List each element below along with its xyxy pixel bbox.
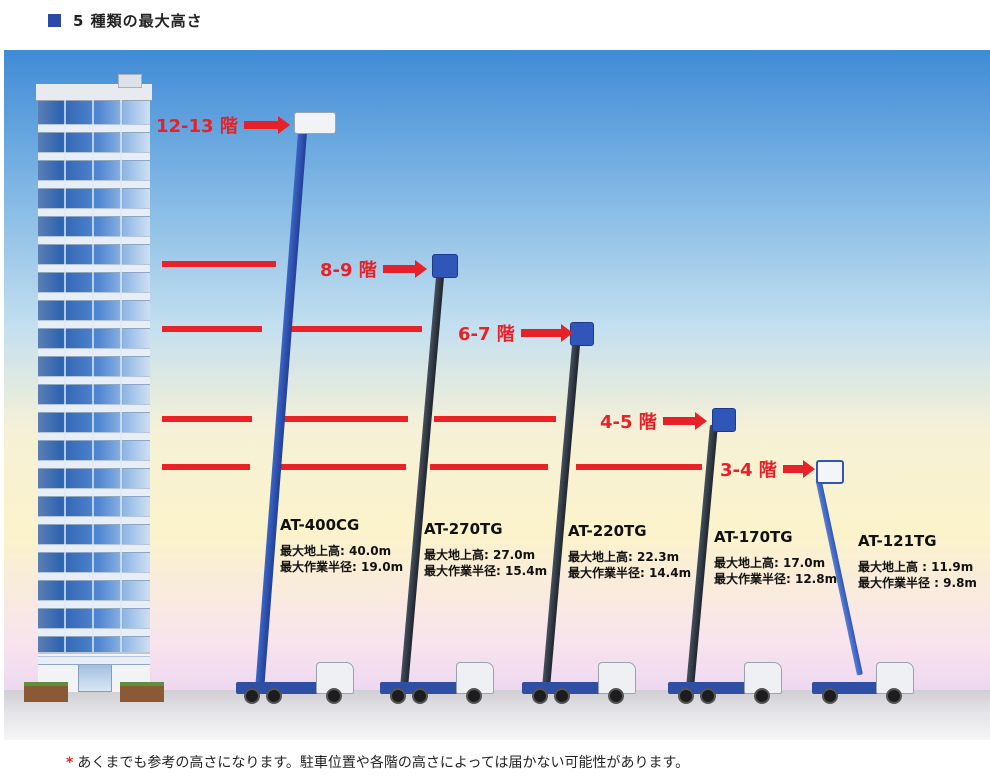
height-comparison-illustration: 12-13 階 8-9 階 6-7 階 4-5 階 3-4 階 AT-400CG… (4, 50, 990, 740)
floor-line-4-5-b (280, 416, 408, 422)
basket-at-121tg (816, 460, 844, 484)
arrow-right-icon (662, 412, 707, 430)
arrow-right-icon (243, 116, 290, 134)
floor-label-8-9: 8-9 階 (320, 256, 427, 282)
building-floor-band (38, 656, 150, 665)
max-height: 最大地上高: 17.0m (714, 556, 826, 570)
building-floor-band (38, 180, 150, 189)
building-rooftop-structure (118, 74, 142, 88)
section-header: 5 種類の最大高さ (48, 10, 203, 30)
building-floor-band (38, 292, 150, 301)
model-name: AT-270TG (424, 520, 503, 538)
floor-label-12-13: 12-13 階 (156, 112, 290, 138)
building-floor-band (38, 348, 150, 357)
truck-at-220tg (522, 658, 636, 704)
section-title: 5 種類の最大高さ (73, 11, 203, 30)
max-radius: 最大作業半径: 12.8m (714, 572, 838, 586)
max-height: 最大地上高: 27.0m (424, 548, 536, 562)
building-floor-band (38, 152, 150, 161)
arrow-right-icon (782, 460, 815, 478)
footnote-text: あくまでも参考の高さになります。駐車位置や各階の高さによっては届かない可能性があ… (77, 755, 690, 771)
footnote: * あくまでも参考の高さになります。駐車位置や各階の高さによっては届かない可能性が… (66, 752, 689, 772)
basket-at-400cg (294, 112, 336, 134)
basket-at-220tg (570, 322, 594, 346)
building-floor-band (38, 236, 150, 245)
building-roof (36, 84, 152, 101)
model-name: AT-400CG (280, 516, 360, 534)
building-floor-band (38, 264, 150, 273)
floor-label-3-4: 3-4 階 (720, 456, 815, 482)
floor-line-6-7-a (162, 326, 262, 332)
floor-label-text: 4-5 階 (600, 412, 657, 433)
arrow-right-icon (382, 260, 427, 278)
building-floor-band (38, 124, 150, 133)
truck-at-121tg (812, 658, 914, 704)
spec-at-121tg: AT-121TG 最大地上高 : 11.9m 最大作業半径 : 9.8m (858, 532, 977, 591)
floor-label-4-5: 4-5 階 (600, 408, 707, 434)
building-floor-band (38, 376, 150, 385)
spec-at-270tg: AT-270TG 最大地上高: 27.0m 最大作業半径: 15.4m (424, 520, 547, 579)
floor-line-3-4-d (576, 464, 702, 470)
building-mullion (92, 100, 94, 652)
building-mullion (64, 100, 66, 652)
floor-label-text: 6-7 階 (458, 324, 515, 345)
arrow-right-icon (520, 324, 573, 342)
floor-label-6-7: 6-7 階 (458, 320, 573, 346)
floor-line-8-9 (162, 261, 276, 267)
floor-label-text: 3-4 階 (720, 460, 777, 481)
model-name: AT-170TG (714, 528, 793, 546)
max-height: 最大地上高: 40.0m (280, 544, 392, 558)
max-height: 最大地上高: 22.3m (568, 550, 680, 564)
floor-line-3-4-c (430, 464, 548, 470)
max-radius: 最大作業半径: 14.4m (568, 566, 692, 580)
planter-left (24, 682, 68, 702)
header-square-icon (48, 13, 61, 27)
building-floor-band (38, 208, 150, 217)
floor-line-6-7-b (286, 326, 422, 332)
floor-line-3-4-a (162, 464, 250, 470)
max-radius: 最大作業半径: 19.0m (280, 560, 404, 574)
building-floor-band (38, 460, 150, 469)
building-floor-band (38, 320, 150, 329)
asterisk-mark: * (66, 755, 74, 771)
spec-at-400cg: AT-400CG 最大地上高: 40.0m 最大作業半径: 19.0m (280, 516, 403, 575)
building-floor-band (38, 432, 150, 441)
truck-at-170tg (668, 658, 782, 704)
boom-at-400cg (255, 125, 308, 685)
max-radius: 最大作業半径 : 9.8m (858, 576, 977, 590)
office-building (36, 74, 152, 692)
building-floor-band (38, 488, 150, 497)
building-floor-band (38, 516, 150, 525)
floor-line-4-5-a (162, 416, 252, 422)
building-floor-band (38, 600, 150, 609)
boom-at-220tg (542, 338, 581, 689)
truck-at-400cg (236, 658, 354, 704)
building-door (78, 662, 112, 692)
max-radius: 最大作業半径: 15.4m (424, 564, 548, 578)
model-name: AT-121TG (858, 532, 937, 550)
spec-at-220tg: AT-220TG 最大地上高: 22.3m 最大作業半径: 14.4m (568, 522, 691, 581)
planter-right (120, 682, 164, 702)
basket-at-270tg (432, 254, 458, 278)
floor-line-4-5-c (434, 416, 556, 422)
building-mullion (120, 100, 122, 652)
floor-line-3-4-b (278, 464, 406, 470)
building-floor-band (38, 544, 150, 553)
building-floor-band (38, 404, 150, 413)
floor-label-text: 12-13 階 (156, 116, 238, 137)
floor-label-text: 8-9 階 (320, 260, 377, 281)
max-height: 最大地上高 : 11.9m (858, 560, 974, 574)
building-floor-band (38, 572, 150, 581)
building-floor-band (38, 628, 150, 637)
spec-at-170tg: AT-170TG 最大地上高: 17.0m 最大作業半径: 12.8m (714, 528, 837, 587)
truck-at-270tg (380, 658, 494, 704)
model-name: AT-220TG (568, 522, 647, 540)
basket-at-170tg (712, 408, 736, 432)
